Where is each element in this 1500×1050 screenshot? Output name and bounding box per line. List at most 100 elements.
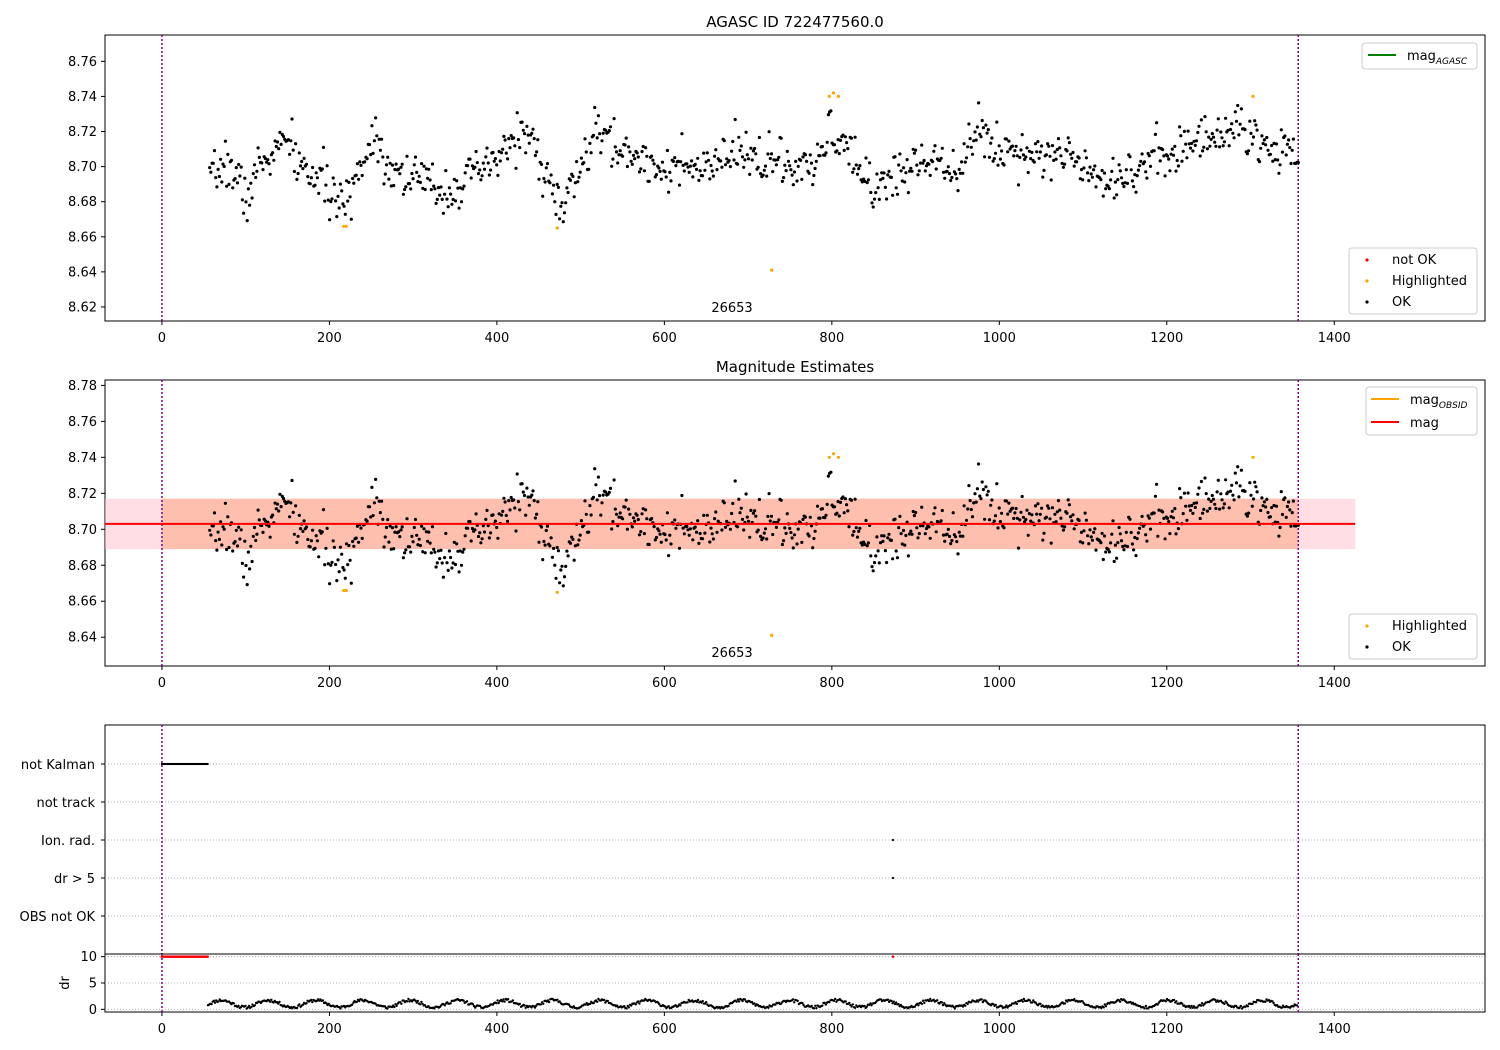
dr-ok-point bbox=[1190, 1004, 1193, 1008]
ok-point bbox=[728, 165, 733, 169]
ok-point bbox=[771, 532, 775, 537]
ok-point bbox=[413, 155, 418, 159]
ok-point bbox=[1002, 526, 1006, 530]
ok-point bbox=[691, 175, 695, 179]
ok-point bbox=[968, 499, 972, 503]
ok-point bbox=[315, 539, 319, 543]
ok-point bbox=[587, 167, 591, 171]
ok-point bbox=[886, 536, 890, 540]
dr-ok-point bbox=[961, 1005, 965, 1008]
ok-point bbox=[588, 504, 592, 508]
ok-point bbox=[1291, 137, 1295, 141]
ok-point bbox=[263, 156, 267, 161]
dr-ok-point bbox=[705, 1001, 708, 1004]
ok-point bbox=[1268, 515, 1272, 519]
ok-point bbox=[1243, 489, 1247, 493]
ok-point bbox=[291, 148, 295, 152]
dr-ok-point bbox=[676, 1005, 680, 1008]
ok-point bbox=[986, 128, 990, 132]
ok-point bbox=[273, 139, 277, 143]
ok-point bbox=[1125, 181, 1130, 185]
dr-ok-point bbox=[321, 999, 325, 1002]
ok-point bbox=[780, 542, 785, 547]
ok-point bbox=[248, 567, 252, 571]
ok-point bbox=[790, 536, 794, 540]
ok-point bbox=[993, 514, 998, 518]
ok-point bbox=[1169, 152, 1173, 156]
ok-point bbox=[376, 160, 380, 164]
legend-estimates-ok-label: OK bbox=[1392, 640, 1411, 655]
ok-point bbox=[208, 166, 212, 170]
ok-point bbox=[1210, 132, 1214, 136]
ok-point bbox=[320, 167, 324, 171]
ok-point bbox=[749, 508, 753, 512]
ok-point bbox=[1139, 159, 1143, 163]
legend-highlighted-marker bbox=[1365, 279, 1369, 283]
ok-point bbox=[1243, 128, 1247, 132]
ok-point bbox=[542, 176, 546, 181]
ok-point bbox=[663, 532, 667, 537]
dr-ok-point bbox=[810, 1004, 813, 1008]
ok-point bbox=[1215, 490, 1219, 494]
ok-point bbox=[975, 487, 980, 491]
ok-point bbox=[1061, 165, 1065, 169]
ok-point bbox=[449, 192, 453, 196]
ok-point bbox=[1185, 518, 1189, 522]
ok-point bbox=[740, 517, 745, 522]
ok-point bbox=[288, 515, 292, 519]
ok-point bbox=[918, 161, 923, 165]
ok-point bbox=[334, 562, 338, 567]
ok-point bbox=[1138, 526, 1142, 530]
ok-point bbox=[898, 514, 902, 519]
ok-point bbox=[1209, 499, 1213, 503]
ok-point bbox=[578, 170, 582, 174]
ok-point bbox=[751, 149, 756, 153]
ok-point bbox=[1048, 517, 1052, 521]
legend-not-ok-marker bbox=[1365, 258, 1369, 262]
flag-label-not-kalman: not Kalman bbox=[21, 758, 95, 773]
ok-point bbox=[545, 524, 550, 528]
dr-ok-point bbox=[890, 999, 893, 1003]
dr-not-ok-point bbox=[206, 955, 209, 958]
legend-mag-agasc-sub: AGASC bbox=[1435, 57, 1468, 67]
ok-point bbox=[941, 533, 946, 537]
ok-point bbox=[970, 152, 975, 156]
ok-point bbox=[1081, 541, 1085, 545]
ok-point bbox=[997, 506, 1001, 510]
ok-point bbox=[502, 496, 506, 500]
estimates-ytick-label-8.68: 8.68 bbox=[68, 559, 97, 574]
ok-point bbox=[1290, 510, 1294, 515]
ok-point bbox=[511, 498, 516, 502]
ok-point bbox=[1265, 497, 1269, 501]
ok-point bbox=[1234, 481, 1239, 485]
ok-point bbox=[550, 192, 555, 196]
dr-ok-point bbox=[1189, 1006, 1192, 1009]
svg-text:magOBSID: magOBSID bbox=[1410, 393, 1468, 411]
ok-point bbox=[771, 170, 775, 174]
ok-point bbox=[311, 528, 315, 532]
ok-point bbox=[457, 570, 461, 574]
ok-point bbox=[1165, 516, 1170, 521]
ok-point bbox=[503, 138, 507, 142]
ok-point bbox=[568, 178, 573, 182]
ok-point bbox=[367, 143, 372, 147]
ok-point bbox=[1086, 171, 1090, 175]
ok-point bbox=[868, 161, 872, 165]
agasc-xtick-label-0: 0 bbox=[158, 331, 166, 346]
ok-point bbox=[1260, 496, 1264, 500]
ok-point bbox=[923, 169, 927, 173]
ok-point bbox=[880, 171, 884, 175]
ok-point bbox=[1184, 504, 1188, 508]
ok-point bbox=[575, 160, 579, 164]
ok-point bbox=[1086, 534, 1090, 538]
ok-point bbox=[1227, 144, 1231, 148]
ok-point bbox=[1000, 149, 1004, 153]
dr-ok-point bbox=[419, 1003, 422, 1006]
ok-point bbox=[791, 546, 795, 550]
ok-point bbox=[995, 482, 999, 486]
ok-point bbox=[1104, 187, 1108, 191]
ok-point bbox=[246, 187, 250, 191]
ok-point bbox=[1087, 179, 1091, 183]
ok-point bbox=[323, 199, 327, 203]
ok-point bbox=[578, 533, 582, 537]
